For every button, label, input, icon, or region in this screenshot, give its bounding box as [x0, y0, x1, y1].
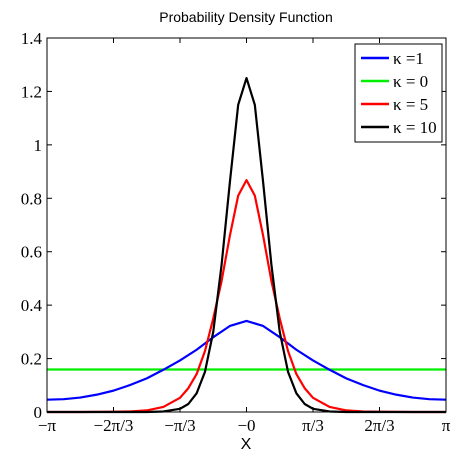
- y-tick-label: 0.6: [21, 243, 42, 262]
- x-tick-label: 2π/3: [364, 416, 394, 435]
- chart-title: Probability Density Function: [159, 9, 333, 25]
- y-tick-label: 1.2: [21, 82, 42, 101]
- x-tick-label: −π: [38, 416, 57, 435]
- legend-label: κ =1: [393, 49, 424, 68]
- x-tick-label: π/3: [302, 416, 324, 435]
- x-tick-label: −2π/3: [94, 416, 134, 435]
- y-tick-label: 0.4: [21, 296, 43, 315]
- x-tick-label: −0: [237, 416, 255, 435]
- y-tick-label: 0: [34, 403, 43, 422]
- y-tick-label: 1: [34, 136, 43, 155]
- x-tick-label: π: [442, 416, 451, 435]
- series-line-0: [46, 319, 447, 401]
- legend-box: [354, 43, 443, 143]
- legend-label: κ = 10: [393, 118, 437, 137]
- x-tick-label: −π/3: [164, 416, 195, 435]
- legend-label: κ = 0: [393, 72, 428, 91]
- legend: κ =1 κ = 0 κ = 5 κ = 10: [354, 43, 443, 143]
- x-axis-label: X: [241, 436, 252, 453]
- series-line-2: [47, 179, 446, 414]
- legend-label: κ = 5: [393, 95, 428, 114]
- y-tick-label: 1.4: [21, 29, 43, 48]
- axes: −π −2π/3 −π/3 −0 π/3 2π/3 π 0 0.2 0.4 0.6 0.8 1 1.2 1.…: [21, 29, 451, 435]
- y-tick-label: 0.2: [21, 350, 42, 369]
- y-tick-label: 0.8: [21, 189, 42, 208]
